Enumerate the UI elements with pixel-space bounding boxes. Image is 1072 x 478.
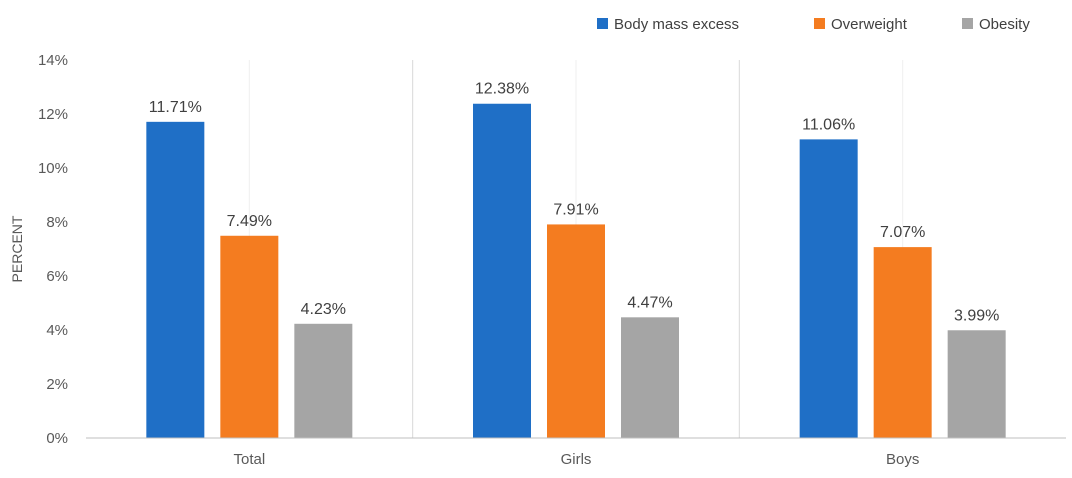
data-label: 4.23%	[301, 301, 346, 318]
legend-label: Overweight	[831, 16, 908, 33]
y-tick-label: 6%	[46, 268, 68, 285]
bar	[799, 139, 858, 438]
bar	[220, 235, 279, 438]
y-tick-label: 4%	[46, 322, 68, 339]
y-tick-label: 12%	[38, 106, 68, 123]
bar	[947, 330, 1006, 438]
bar	[873, 247, 932, 438]
bar	[294, 323, 353, 438]
data-label: 11.06%	[802, 116, 855, 133]
bar	[547, 224, 605, 438]
data-label: 4.47%	[627, 294, 672, 311]
legend-swatch	[597, 18, 608, 29]
x-tick-label: Girls	[561, 451, 592, 468]
legend-label: Body mass excess	[614, 16, 739, 33]
axis-layer: 0% 2% 4% 6% 8% 10% 12% 14% PERCENT Total Girls Boys	[9, 52, 1066, 468]
legend-swatch	[962, 18, 973, 29]
data-label: 3.99%	[954, 307, 999, 324]
y-tick-label: 14%	[38, 52, 68, 69]
data-label: 11.71%	[149, 99, 202, 116]
data-label: 7.07%	[880, 224, 925, 241]
bar	[473, 103, 531, 439]
y-tick-label: 2%	[46, 376, 68, 393]
bar	[146, 121, 205, 438]
x-tick-label: Boys	[886, 451, 919, 468]
y-tick-label: 0%	[46, 430, 68, 447]
legend-swatch	[814, 18, 825, 29]
bars-layer	[146, 103, 1006, 439]
bar	[621, 317, 679, 438]
x-tick-label: Total	[233, 451, 265, 468]
data-label: 7.49%	[227, 213, 272, 230]
y-tick-label: 10%	[38, 160, 68, 177]
y-axis-title: PERCENT	[9, 215, 25, 282]
legend-label: Obesity	[979, 16, 1030, 33]
y-tick-label: 8%	[46, 214, 68, 231]
data-label: 12.38%	[475, 81, 529, 98]
labels-layer: 11.71% 7.49% 4.23% 12.38% 7.91% 4.47% 11.06% 7.…	[149, 81, 1000, 325]
legend: Body mass excess Overweight Obesity	[597, 16, 1030, 33]
data-label: 7.91%	[553, 201, 598, 218]
